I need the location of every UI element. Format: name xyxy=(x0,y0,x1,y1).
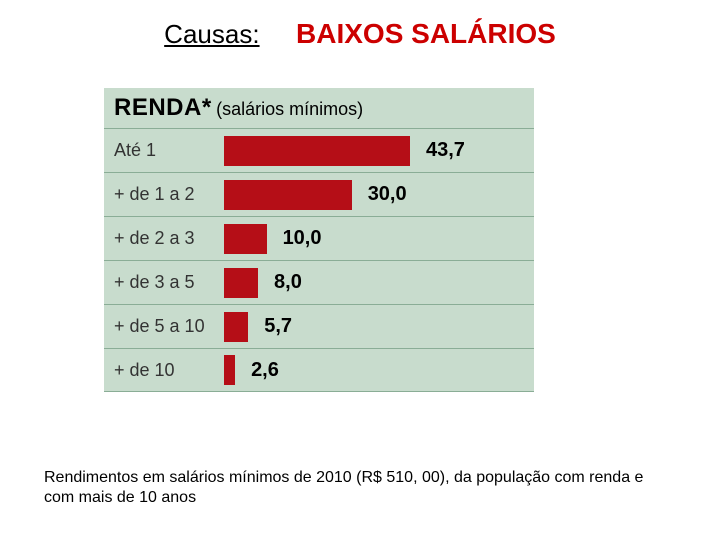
page-title: BAIXOS SALÁRIOS xyxy=(296,18,556,49)
row-bar xyxy=(224,312,248,342)
row-value: 8,0 xyxy=(274,271,302,294)
chart-row: + de 5 a 10 5,7 xyxy=(104,304,534,348)
income-chart: RENDA* (salários mínimos) Até 1 43,7 + de … xyxy=(104,88,534,392)
row-bar xyxy=(224,136,410,166)
row-label: + de 5 a 10 xyxy=(114,316,224,337)
chart-rows: Até 143,7+ de 1 a 230,0+ de 2 a 310,0+ d… xyxy=(104,128,534,392)
footnote: Rendimentos em salários mínimos de 2010 … xyxy=(44,468,676,508)
row-label: + de 3 a 5 xyxy=(114,272,224,293)
row-bar xyxy=(224,180,352,210)
chart-title: RENDA* (salários mínimos) xyxy=(104,88,534,128)
row-value: 2,6 xyxy=(251,359,279,382)
row-label: + de 1 a 2 xyxy=(114,184,224,205)
chart-row: + de 2 a 3 10,0 xyxy=(104,216,534,260)
chart-row: + de 10 2,6 xyxy=(104,348,534,392)
chart-row: + de 3 a 5 8,0 xyxy=(104,260,534,304)
row-value: 30,0 xyxy=(368,183,407,206)
row-bar xyxy=(224,355,235,385)
row-label: + de 2 a 3 xyxy=(114,228,224,249)
chart-title-strong: RENDA* xyxy=(114,94,212,121)
row-bar xyxy=(224,268,258,298)
chart-row: Até 1 43,7 xyxy=(104,128,534,172)
row-bar xyxy=(224,224,267,254)
row-label: + de 10 xyxy=(114,360,224,381)
row-value: 10,0 xyxy=(283,227,322,250)
chart-row: + de 1 a 2 30,0 xyxy=(104,172,534,216)
chart-title-sub: (salários mínimos) xyxy=(216,99,363,119)
row-value: 43,7 xyxy=(426,139,465,162)
row-label: Até 1 xyxy=(114,140,224,161)
page-header: Causas: BAIXOS SALÁRIOS xyxy=(0,18,720,50)
causas-label: Causas: xyxy=(164,19,259,49)
row-value: 5,7 xyxy=(264,315,292,338)
